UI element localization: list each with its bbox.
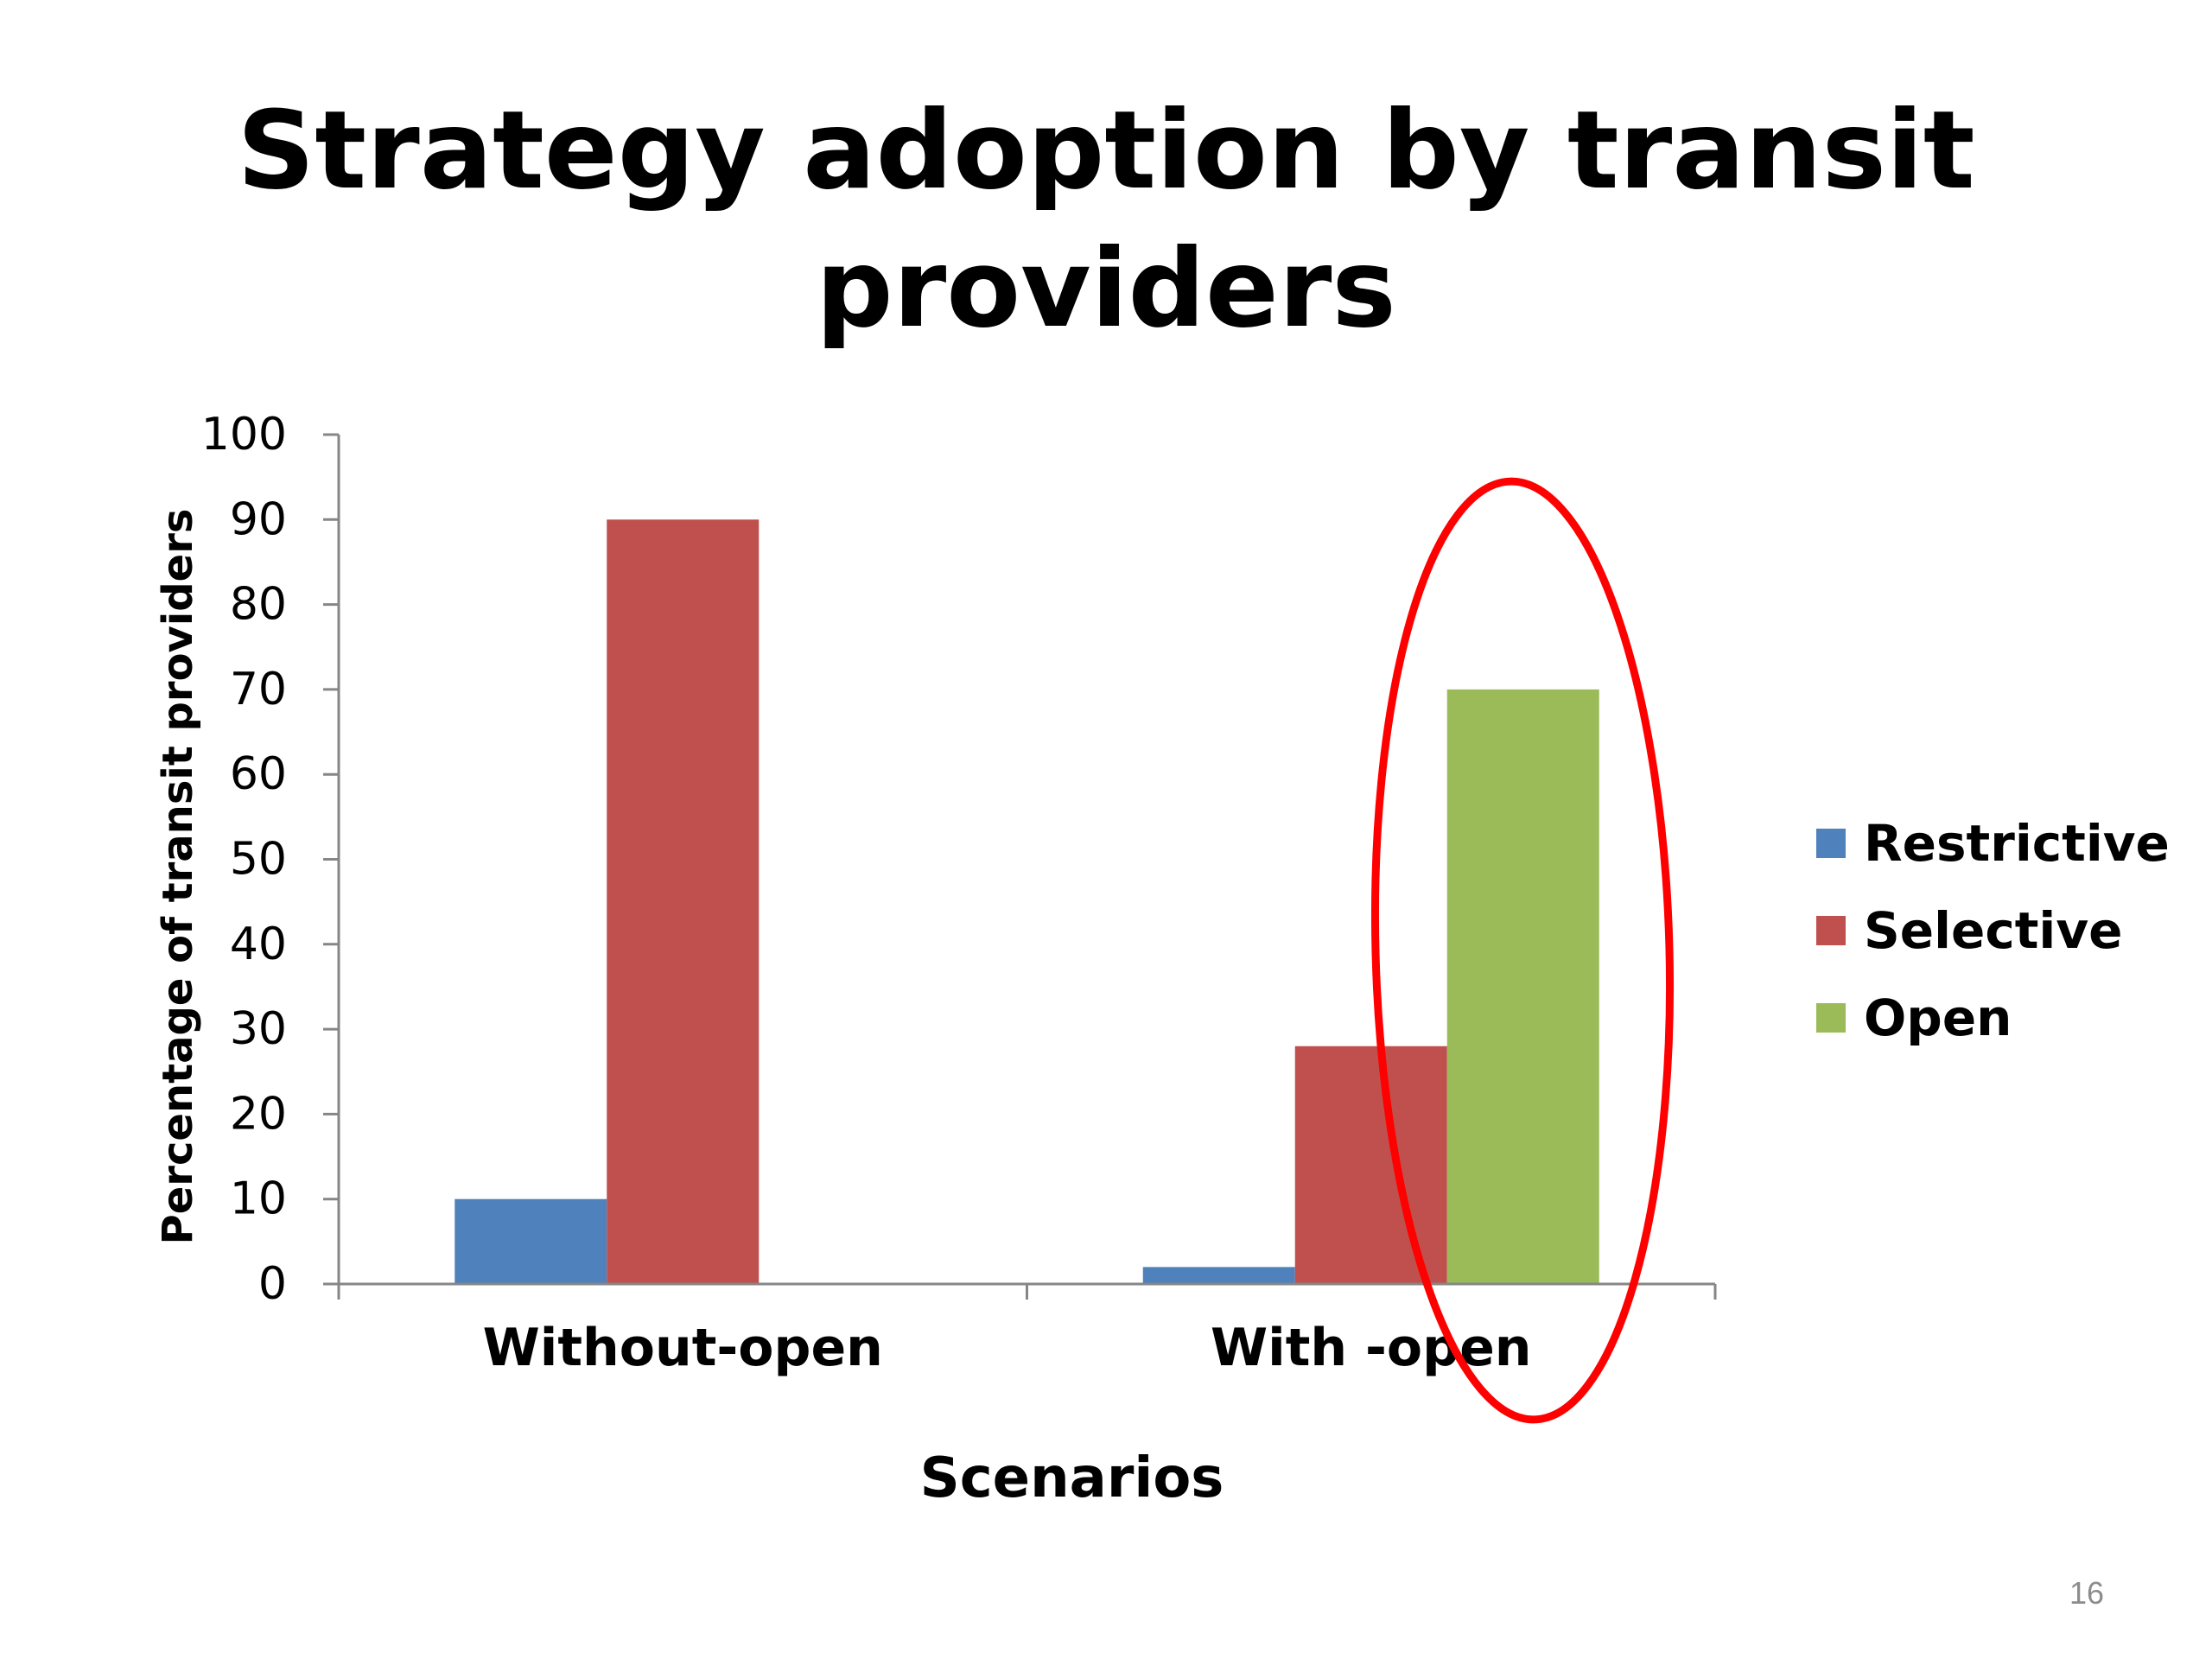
y-tick-label: 30	[230, 1003, 287, 1055]
y-tick-label: 80	[230, 579, 287, 631]
page-number: 16	[2069, 1575, 2104, 1611]
y-axis-ticks: 0 10 20 30 40 50 60 70 80 90 100	[201, 409, 339, 1310]
legend: Restrictive Selective Open	[1816, 814, 2170, 1047]
legend-label-open: Open	[1864, 988, 2012, 1047]
y-tick-label: 90	[230, 493, 287, 545]
y-tick-label: 0	[258, 1258, 287, 1310]
bar-restrictive-1	[1142, 1267, 1295, 1284]
legend-label-restrictive: Restrictive	[1864, 814, 2170, 873]
bar-selective-1	[1294, 1046, 1447, 1284]
y-tick-label: 40	[230, 918, 287, 970]
legend-swatch-restrictive	[1816, 829, 1846, 858]
bar-open-1	[1446, 689, 1599, 1284]
title-line-1: Strategy adoption by transit	[237, 88, 1975, 213]
y-tick-label: 60	[230, 748, 287, 800]
title-line-2: providers	[816, 226, 1396, 352]
highlight-ellipse	[1370, 477, 1675, 1424]
bar-selective-0	[607, 519, 760, 1284]
bars	[454, 519, 1599, 1284]
y-tick-label: 50	[230, 834, 287, 886]
x-axis-ticks: Without-open With -open	[337, 1284, 1717, 1378]
bar-restrictive-0	[454, 1198, 607, 1284]
x-axis-label: Scenarios	[920, 1446, 1224, 1510]
legend-swatch-open	[1816, 1003, 1846, 1033]
y-axis-label: Percentage of transit providers	[154, 509, 202, 1245]
y-tick-label: 100	[201, 409, 287, 461]
x-tick-label: Without-open	[483, 1318, 883, 1378]
x-tick-label: With -open	[1211, 1318, 1532, 1378]
y-tick-label: 70	[230, 664, 287, 715]
y-tick-label: 20	[230, 1088, 287, 1140]
legend-label-selective: Selective	[1864, 901, 2122, 960]
legend-swatch-selective	[1816, 916, 1846, 945]
y-tick-label: 10	[230, 1173, 287, 1225]
slide-title: Strategy adoption by transit providers	[0, 82, 2212, 359]
